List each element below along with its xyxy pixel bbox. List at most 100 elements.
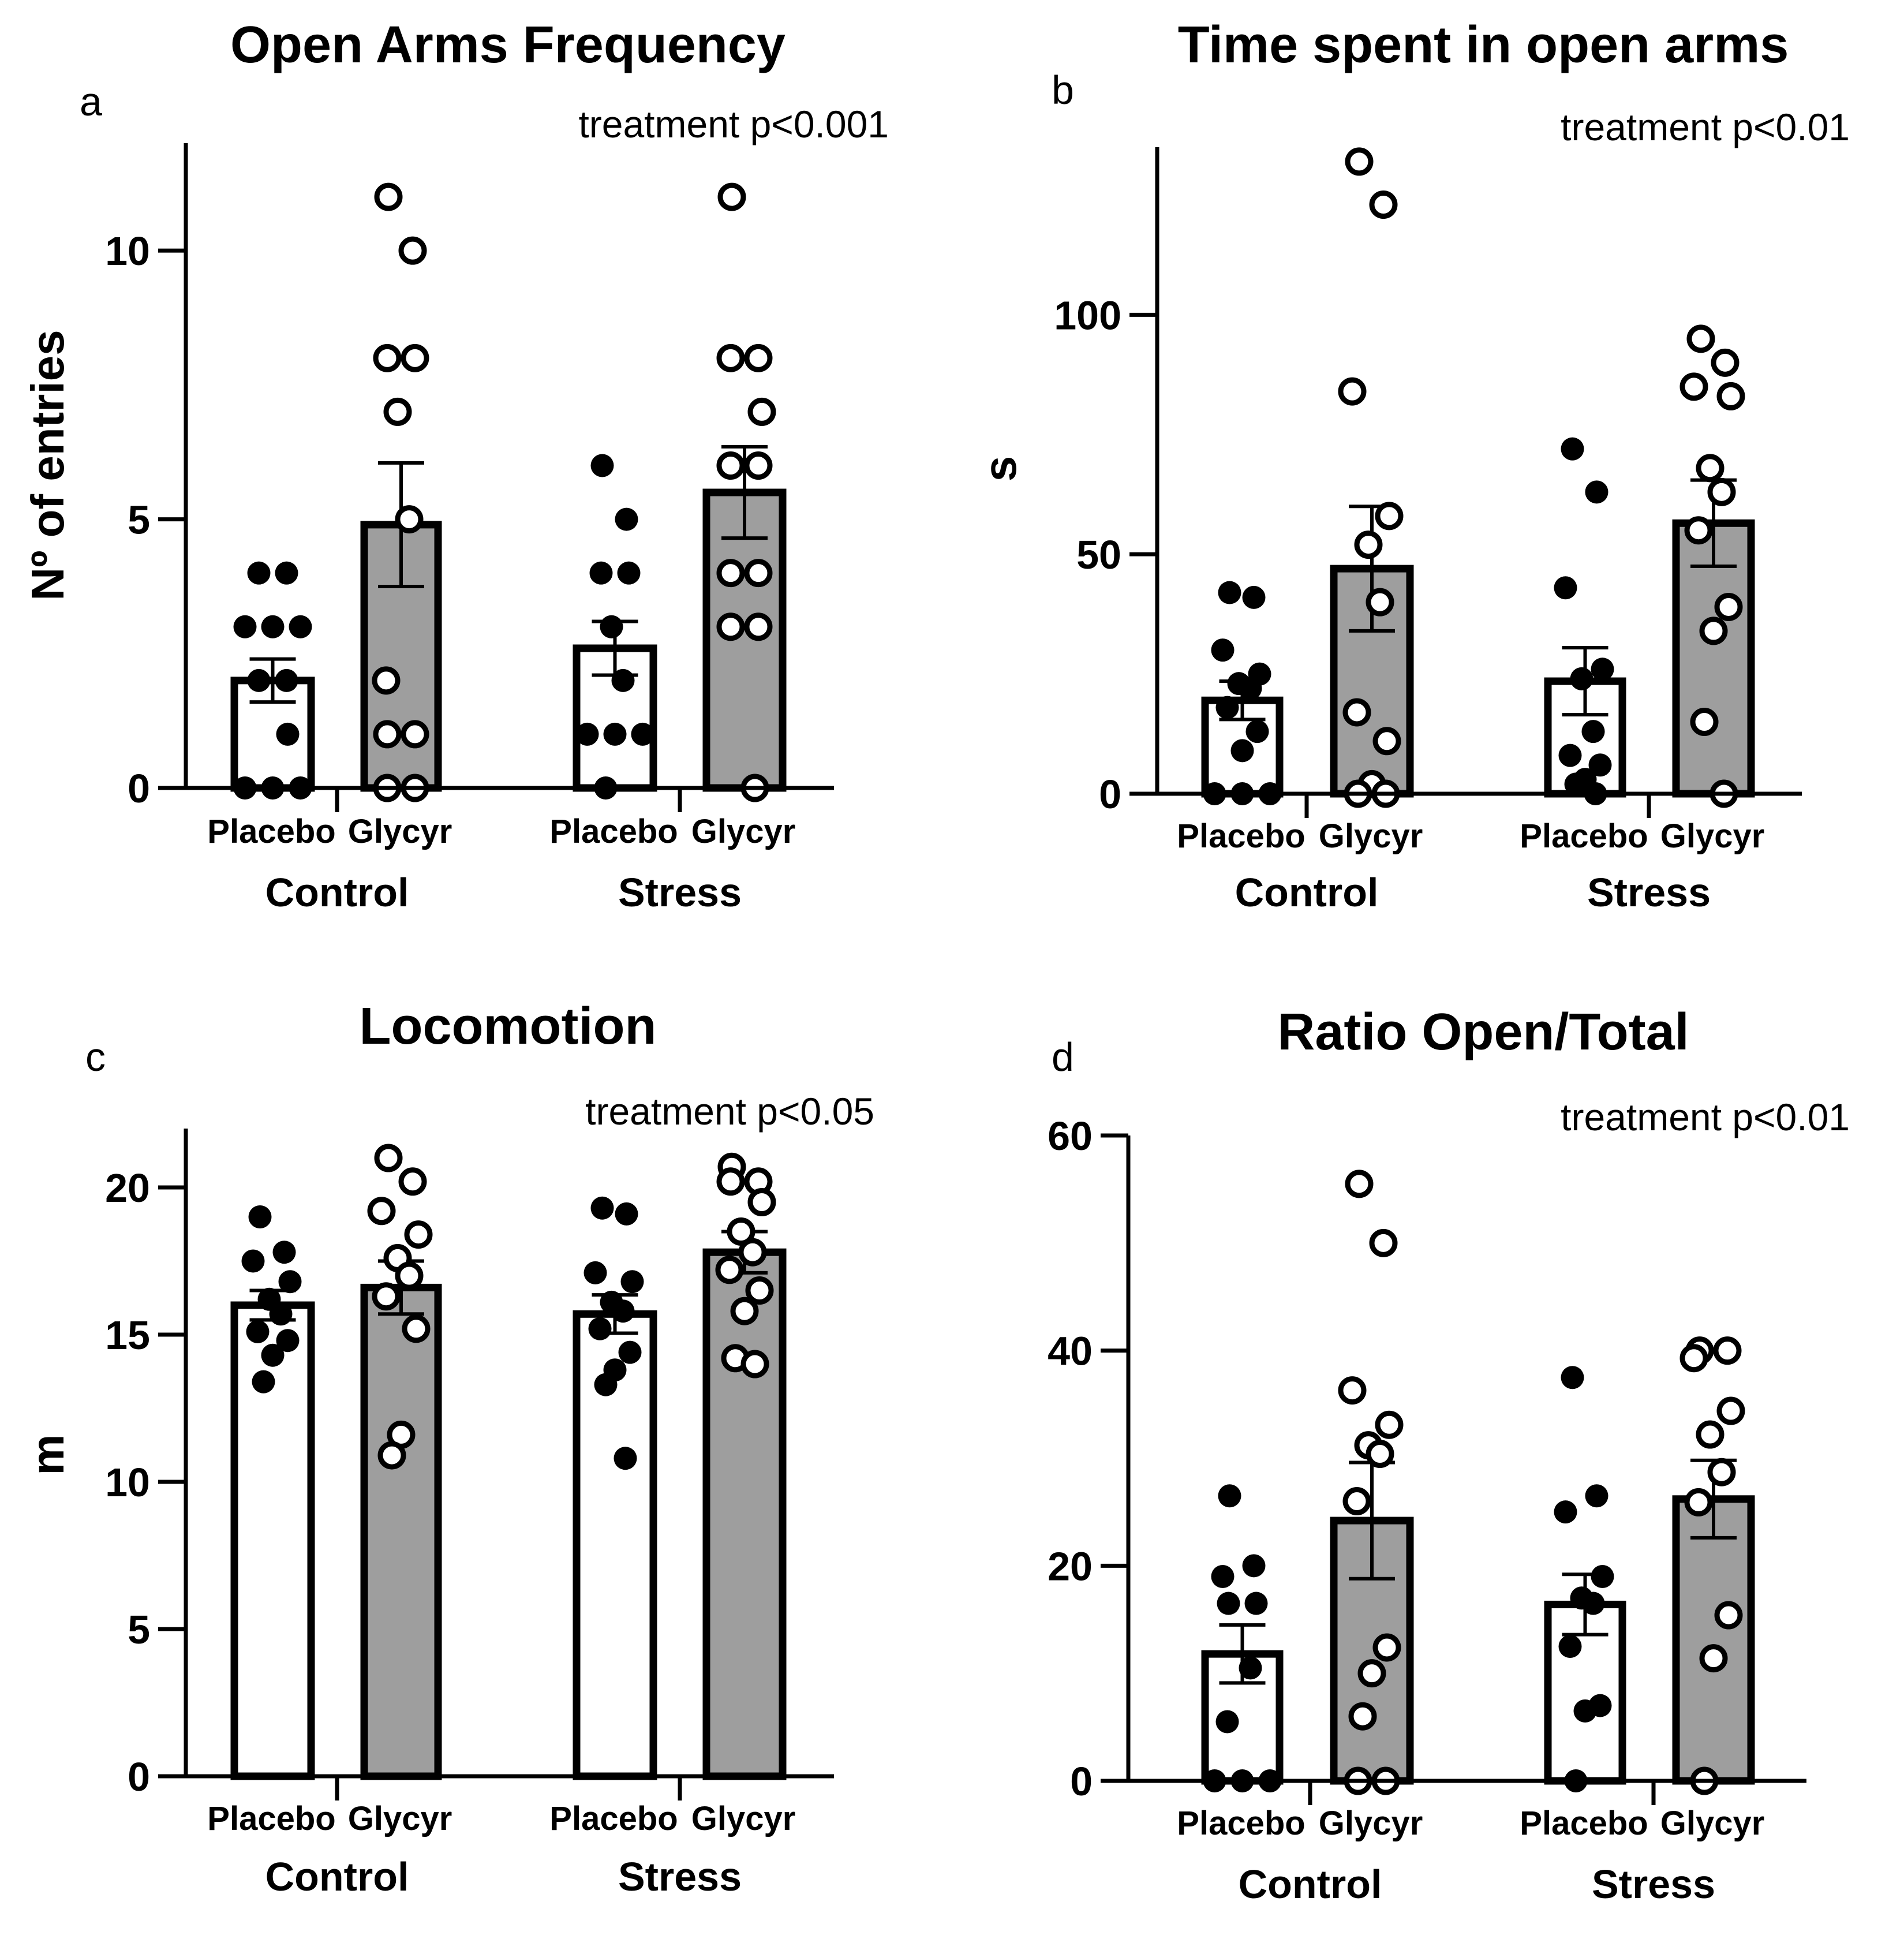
data-point <box>747 397 776 426</box>
data-point <box>1372 727 1401 756</box>
group-label-stress: Stress <box>1587 870 1711 915</box>
data-point <box>1217 1592 1240 1615</box>
data-point <box>289 615 312 638</box>
data-point <box>1686 324 1715 353</box>
bar-label: Glycyr <box>1660 1805 1765 1842</box>
data-point <box>716 1167 745 1196</box>
error-bar <box>721 444 768 540</box>
data-point <box>1345 1170 1374 1198</box>
data-point <box>615 1202 638 1226</box>
data-point <box>395 505 424 534</box>
data-point <box>620 1270 644 1294</box>
data-point <box>715 1256 744 1284</box>
data-point <box>583 1261 607 1284</box>
data-point <box>278 1270 302 1294</box>
data-point <box>367 1197 396 1226</box>
data-point <box>276 1329 300 1353</box>
data-point <box>1215 1710 1239 1734</box>
data-point <box>377 1441 406 1470</box>
data-point <box>1244 1592 1268 1615</box>
data-point <box>1357 1659 1386 1688</box>
data-point <box>1564 772 1588 796</box>
data-point <box>744 559 773 588</box>
data-point <box>1369 1228 1398 1257</box>
data-point <box>1338 1376 1367 1405</box>
treatment-annotation: treatment p<0.05 <box>585 1090 874 1133</box>
y-tick-label: 40 <box>1048 1329 1093 1374</box>
group-label-control: Control <box>265 1854 409 1899</box>
y-tick-label: 0 <box>128 1754 150 1799</box>
data-point <box>1690 708 1719 737</box>
data-point <box>1591 658 1614 681</box>
data-point <box>1211 1564 1235 1588</box>
y-tick-label: 10 <box>105 229 150 274</box>
data-point <box>247 561 271 585</box>
data-point <box>398 1167 427 1196</box>
panel-letter: c <box>85 1034 106 1079</box>
data-point <box>717 182 746 211</box>
bar-label: Glycyr <box>1660 817 1765 855</box>
data-point <box>1711 348 1740 377</box>
y-tick-label: 10 <box>105 1460 150 1505</box>
bar-label: Placebo <box>1520 817 1648 855</box>
data-point <box>618 1340 642 1364</box>
data-point <box>1230 739 1254 763</box>
data-point <box>1366 1440 1394 1469</box>
data-point <box>372 666 401 695</box>
data-point <box>1684 516 1713 545</box>
bar-label: Glycyr <box>691 813 796 850</box>
y-tick-label: 0 <box>1099 772 1121 817</box>
data-point <box>1342 1487 1371 1516</box>
bar-label: Placebo <box>207 1800 335 1837</box>
data-point <box>398 236 427 265</box>
data-point <box>747 1188 776 1216</box>
group-label-control: Control <box>1235 870 1379 915</box>
data-point <box>611 1299 635 1323</box>
data-point <box>275 561 298 585</box>
data-point <box>745 1276 774 1305</box>
data-point <box>1554 576 1577 600</box>
data-point <box>589 561 613 585</box>
data-point <box>740 1350 769 1379</box>
data-point <box>1561 437 1584 461</box>
data-point <box>1342 698 1371 727</box>
y-tick-label: 50 <box>1076 532 1121 577</box>
data-point <box>372 1282 401 1311</box>
data-point <box>1714 1601 1743 1630</box>
chart-title: Time spent in open arms <box>1178 16 1789 74</box>
y-tick-label: 20 <box>1048 1544 1093 1589</box>
data-point <box>1573 1699 1597 1723</box>
data-point <box>247 668 271 692</box>
data-point <box>730 1297 759 1325</box>
data-point <box>1245 720 1269 744</box>
y-axis-label: s <box>974 456 1026 482</box>
error-bar <box>249 657 296 704</box>
data-point <box>1561 1366 1584 1389</box>
data-point <box>1366 588 1394 617</box>
data-point <box>1684 1488 1713 1516</box>
data-point <box>1354 531 1383 559</box>
bar-label: Placebo <box>1177 817 1305 855</box>
data-point <box>1714 592 1743 621</box>
y-axis-label: m <box>22 1434 73 1475</box>
data-point <box>611 668 635 692</box>
data-point <box>374 1144 403 1172</box>
data-point <box>588 1317 612 1340</box>
data-point <box>1716 382 1745 410</box>
bar-label: Glycyr <box>1319 1805 1423 1842</box>
data-point <box>590 454 614 477</box>
y-tick-label: 100 <box>1054 293 1121 338</box>
data-point <box>744 612 773 641</box>
data-point <box>716 612 745 641</box>
bar-label: Placebo <box>1177 1805 1305 1842</box>
data-point <box>614 1447 637 1470</box>
chart-title: Locomotion <box>360 998 657 1055</box>
data-point <box>373 720 402 749</box>
bar-label: Glycyr <box>348 1800 452 1837</box>
y-tick-label: 0 <box>128 766 150 811</box>
axes: 0 5 10 15 20 <box>105 1129 834 1800</box>
data-point <box>1716 1396 1745 1425</box>
data-point <box>246 1320 270 1343</box>
data-point <box>1348 1702 1377 1731</box>
data-point <box>1218 581 1241 604</box>
